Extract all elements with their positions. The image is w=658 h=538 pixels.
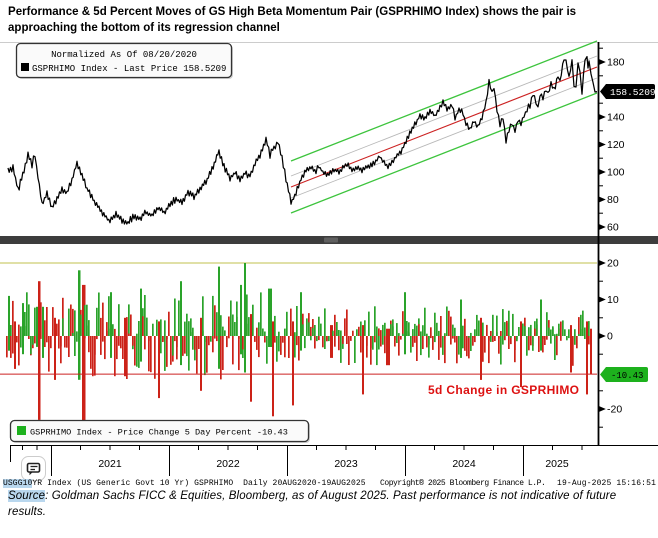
svg-text:-10.43: -10.43	[611, 371, 643, 381]
svg-text:-20: -20	[607, 404, 622, 416]
svg-text:2024: 2024	[452, 458, 476, 470]
svg-text:2021: 2021	[98, 458, 122, 470]
svg-text:80: 80	[607, 194, 619, 206]
svg-text:140: 140	[607, 112, 625, 124]
svg-text:120: 120	[607, 139, 625, 151]
svg-text:10: 10	[607, 294, 619, 306]
svg-text:20: 20	[607, 258, 619, 270]
svg-text:100: 100	[607, 167, 625, 179]
svg-text:0: 0	[607, 331, 613, 343]
svg-text:158.5209: 158.5209	[610, 87, 656, 98]
svg-text:180: 180	[607, 57, 625, 69]
svg-text:2022: 2022	[216, 458, 240, 470]
svg-text:GSPRHIMO Index - Last Price 15: GSPRHIMO Index - Last Price 158.5209	[32, 64, 226, 74]
svg-text:GSPRHIMO Index - Price Change: GSPRHIMO Index - Price Change 5 Day Perc…	[30, 428, 288, 438]
svg-text:2025: 2025	[545, 458, 569, 470]
svg-text:Normalized As Of 08/20/2020: Normalized As Of 08/20/2020	[51, 50, 197, 60]
svg-text:60: 60	[607, 222, 619, 234]
svg-text:2023: 2023	[334, 458, 358, 470]
svg-text:5d Change in GSPRHIMO: 5d Change in GSPRHIMO	[428, 383, 579, 397]
